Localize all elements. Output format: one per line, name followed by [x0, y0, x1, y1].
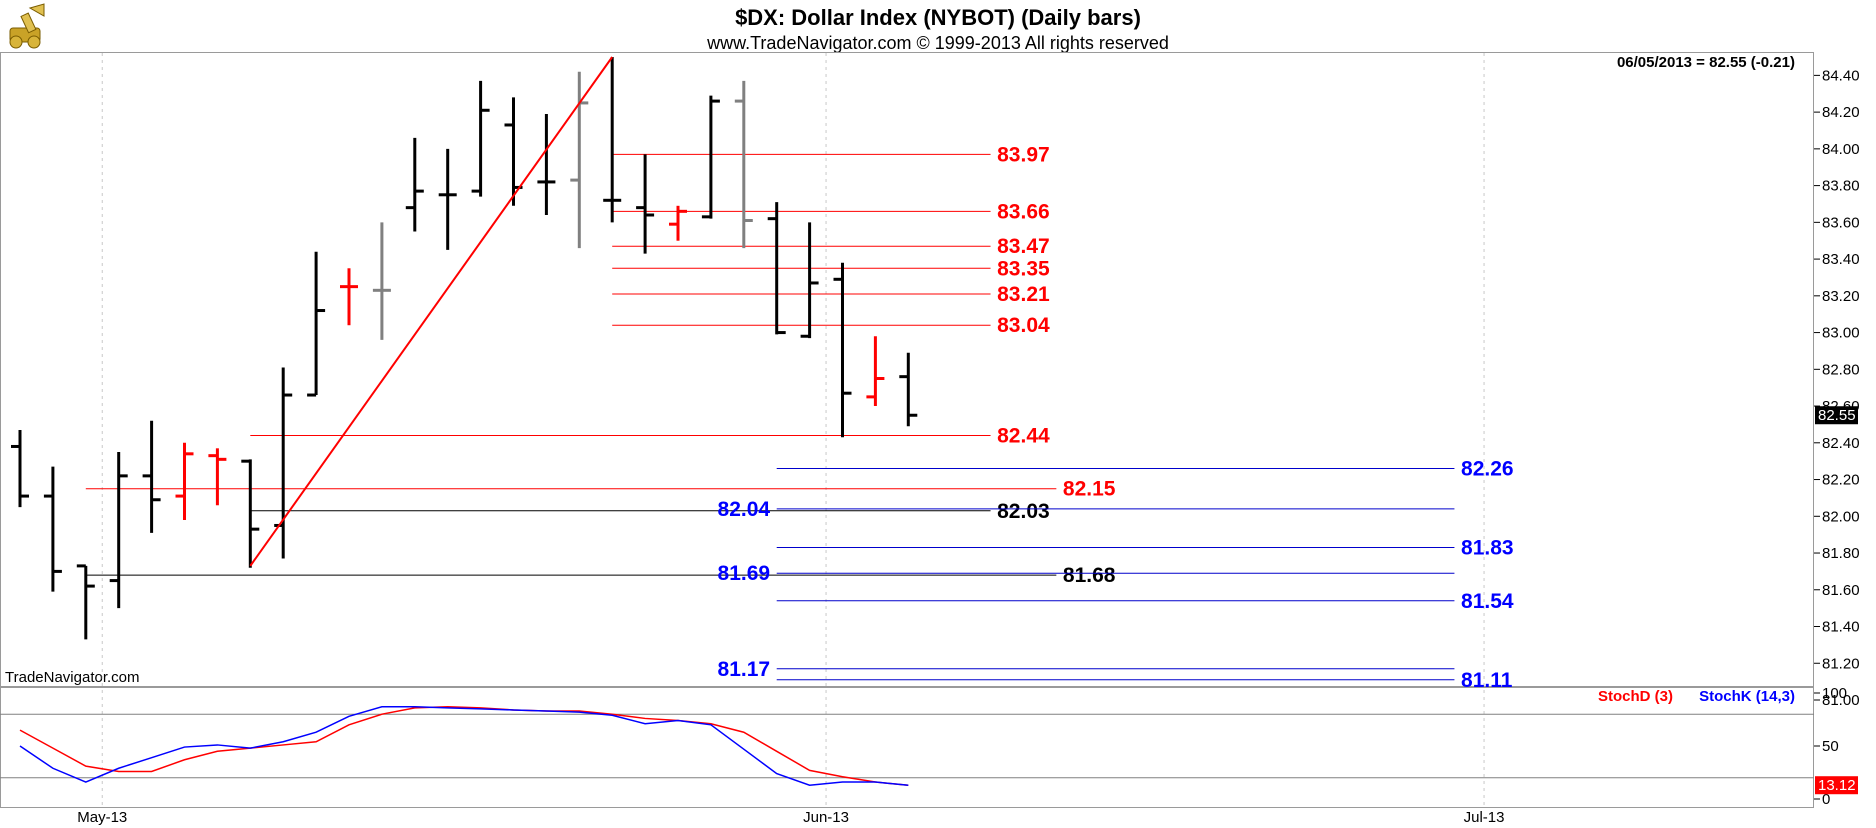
level-label: 83.97: [997, 143, 1050, 166]
ohlc-bar: [241, 459, 260, 568]
level-label: 83.66: [997, 200, 1050, 223]
ohlc-bar: [833, 262, 852, 438]
stochastic-panel: 100 50 0 StochK (14,3) StochD (3) 13.12: [0, 685, 1858, 808]
level-label: 83.47: [997, 235, 1050, 258]
level-label: 82.15: [1063, 478, 1116, 501]
level-label: 81.69: [718, 562, 771, 585]
ohlc-bar: [669, 205, 687, 241]
chart-subtitle: www.TradeNavigator.com © 1999-2013 All r…: [706, 33, 1169, 53]
ohlc-bar: [175, 442, 194, 520]
price-axis: 84.40 84.20 84.00 83.80 83.60 83.40 83.20 83.00…: [1814, 67, 1860, 709]
ohlc-bar: [142, 420, 161, 533]
stoch-legend-item: StochK (14,3): [1699, 688, 1795, 705]
ohlc-bar: [340, 268, 358, 326]
x-gridlines: [101, 53, 1485, 808]
ohlc-bar: [208, 448, 227, 506]
level-label: 82.03: [997, 500, 1050, 523]
level-label: 81.17: [718, 658, 771, 681]
y-tick-label: 83.20: [1822, 288, 1860, 305]
ohlc-bar: [372, 222, 391, 340]
y-tick-label: 82.00: [1822, 508, 1860, 525]
trendline-layer: [249, 56, 614, 567]
y-tick-label: 82.20: [1822, 472, 1860, 489]
ohlc-bar: [866, 336, 885, 407]
indicator-panel-frame: [0, 687, 1814, 808]
stoch-tick-label: 50: [1822, 738, 1839, 755]
y-tick-label: 82.80: [1822, 361, 1860, 378]
last-quote: 06/05/2013 = 82.55 (-0.21): [1617, 54, 1795, 71]
ohlc-bar: [504, 97, 523, 206]
level-label: 83.35: [997, 257, 1050, 280]
stoch-last-value-label: 13.12: [1818, 777, 1856, 794]
y-tick-label: 83.40: [1822, 251, 1860, 268]
ohlc-bar: [800, 222, 819, 339]
y-tick-label: 84.40: [1822, 67, 1860, 84]
level-label: 81.83: [1461, 537, 1514, 560]
ohlc-bar: [570, 71, 589, 249]
y-tick-label: 81.20: [1822, 655, 1860, 672]
watermark: TradeNavigator.com: [5, 669, 140, 686]
y-tick-label: 82.40: [1822, 435, 1860, 452]
ohlc-bar: [405, 137, 424, 232]
ohlc-bar: [471, 80, 490, 197]
stoch-legend-item: StochD (3): [1598, 688, 1673, 705]
trendline: [249, 56, 614, 567]
ohlc-bar: [701, 95, 720, 219]
y-tick-label: 83.60: [1822, 214, 1860, 231]
y-tick-label: 84.20: [1822, 104, 1860, 121]
chart-title: $DX: Dollar Index (NYBOT) (Daily bars): [735, 5, 1141, 30]
x-tick-label: May-13: [77, 809, 127, 826]
ohlc-bar: [767, 202, 786, 335]
x-tick-label: Jul-13: [1464, 809, 1505, 826]
time-axis: May-13 Jun-13 Jul-13: [77, 809, 1504, 826]
x-tick-label: Jun-13: [803, 809, 849, 826]
level-label: 81.11: [1461, 669, 1513, 692]
ohlc-bar: [438, 148, 457, 250]
level-label: 82.26: [1461, 458, 1514, 481]
y-tick-label: 83.00: [1822, 325, 1860, 342]
last-price-label: 82.55: [1818, 407, 1856, 424]
y-tick-label: 81.40: [1822, 619, 1860, 636]
level-label: 81.54: [1461, 590, 1514, 613]
ohlc-bars: [11, 57, 918, 640]
ohlc-bar: [734, 80, 753, 249]
ohlc-bar: [636, 154, 655, 254]
ohlc-bar: [603, 57, 622, 223]
y-tick-label: 83.80: [1822, 178, 1860, 195]
ohlc-bar: [43, 466, 62, 592]
ohlc-bar: [76, 564, 95, 640]
ohlc-bar: [11, 429, 29, 508]
level-label: 83.04: [997, 314, 1050, 337]
level-label: 82.44: [997, 424, 1050, 447]
ohlc-bar: [109, 451, 128, 609]
y-tick-label: 81.00: [1822, 692, 1860, 709]
y-tick-label: 84.00: [1822, 141, 1860, 158]
stoch-tick-label: 100: [1822, 685, 1847, 702]
y-tick-label: 81.80: [1822, 545, 1860, 562]
level-label: 82.04: [718, 498, 771, 521]
ohlc-bar: [899, 352, 918, 427]
ohlc-bar: [537, 113, 556, 215]
stoch-series-line: [19, 706, 909, 786]
stoch-last-value-box: [1815, 776, 1858, 795]
level-label: 83.21: [997, 283, 1050, 306]
level-label: 81.68: [1063, 564, 1116, 587]
stoch-series-line: [19, 706, 909, 786]
logo-icon[interactable]: [9, 3, 45, 49]
y-tick-label: 81.60: [1822, 582, 1860, 599]
last-price-box: [1815, 406, 1858, 425]
stoch-tick-label: 0: [1822, 791, 1830, 808]
ohlc-bar: [307, 251, 326, 397]
